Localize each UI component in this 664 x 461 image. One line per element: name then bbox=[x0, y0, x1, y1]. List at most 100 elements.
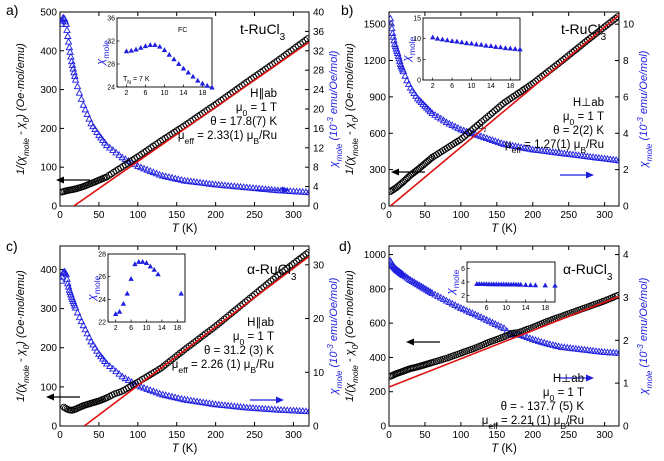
inset-x-tick-label: 6 bbox=[129, 325, 133, 332]
chi-marker bbox=[85, 114, 93, 122]
inv-marker bbox=[181, 346, 188, 354]
inv-marker bbox=[265, 279, 272, 287]
inset-y-tick-label: 15 bbox=[413, 16, 421, 23]
inset-label: FC bbox=[178, 27, 187, 34]
inset-marker bbox=[128, 276, 134, 281]
chi-marker bbox=[428, 109, 436, 116]
y-left-tick-label: 900 bbox=[369, 92, 386, 103]
chi-marker bbox=[65, 43, 74, 51]
inv-marker bbox=[174, 351, 181, 359]
chi-marker bbox=[424, 286, 433, 294]
inset-marker bbox=[454, 38, 460, 44]
plot-frame bbox=[388, 11, 620, 207]
chi-marker bbox=[83, 110, 92, 118]
chi-marker bbox=[615, 349, 619, 356]
y-left-tick-label: 400 bbox=[40, 265, 57, 276]
chi-marker bbox=[102, 141, 111, 149]
chi-marker bbox=[137, 382, 145, 390]
chi-marker bbox=[390, 40, 399, 47]
chi-marker bbox=[140, 383, 148, 391]
right-axis-arrow bbox=[560, 171, 594, 179]
arrow-head bbox=[586, 171, 594, 179]
chi-marker bbox=[465, 307, 474, 315]
inv-marker bbox=[607, 18, 615, 26]
left-axis-arrow bbox=[56, 176, 90, 184]
chi-marker bbox=[155, 170, 164, 178]
panel-title: α-RuCl3 bbox=[563, 261, 613, 283]
y-right-tick-label: 12 bbox=[313, 143, 325, 154]
arrow-head bbox=[46, 393, 54, 401]
chi-marker bbox=[134, 162, 142, 169]
inset-y-label: χmole bbox=[86, 275, 102, 301]
inv-marker bbox=[169, 355, 177, 363]
x-tick-label: 300 bbox=[596, 210, 613, 221]
inv-marker bbox=[510, 329, 518, 337]
chi-marker bbox=[413, 280, 422, 288]
y-right-axis-label: χmole (10-3 emu/Oe/mol) bbox=[326, 50, 344, 168]
inset-y-label: χmole bbox=[401, 36, 417, 62]
inv-marker bbox=[482, 114, 490, 122]
annotation-line: μeff = 2.33(1) μB/Ru bbox=[178, 130, 277, 146]
right-axis-arrow bbox=[250, 396, 284, 404]
inset-x-tick-label: 14 bbox=[522, 305, 530, 312]
inset-x-tick-label: 10 bbox=[143, 325, 151, 332]
y-left-tick-label: 100 bbox=[40, 382, 57, 393]
right-axis-arrow bbox=[256, 186, 290, 194]
y-left-tick-label: 300 bbox=[40, 304, 57, 315]
inset-x-tick-label: 2 bbox=[431, 83, 435, 90]
panel-label: a) bbox=[6, 2, 18, 18]
chi-marker bbox=[426, 287, 435, 295]
inv-marker bbox=[302, 250, 309, 258]
inv-marker bbox=[167, 357, 174, 365]
y-right-tick-label: 2 bbox=[623, 165, 629, 176]
inset-x-tick-label: 18 bbox=[541, 305, 549, 312]
inset-y-tick-label: 2 bbox=[461, 293, 465, 300]
chi-marker bbox=[439, 295, 448, 303]
y-right-tick-label: 8 bbox=[313, 163, 319, 174]
chi-marker bbox=[404, 80, 413, 87]
inv-marker bbox=[599, 25, 606, 32]
y-left-tick-label: 200 bbox=[40, 124, 57, 135]
y-right-tick-label: 10 bbox=[313, 368, 325, 379]
inset-marker bbox=[143, 260, 150, 265]
inv-marker bbox=[478, 118, 486, 126]
inv-marker bbox=[476, 120, 484, 128]
chi-marker bbox=[149, 387, 158, 395]
inv-marker bbox=[192, 337, 200, 345]
inv-marker bbox=[190, 339, 198, 347]
inv-marker bbox=[269, 275, 277, 283]
chi-marker bbox=[434, 292, 442, 299]
y-left-axis-label: 1/(χmole - χ0) (Oe·mol/emu) bbox=[15, 270, 31, 402]
chi-marker bbox=[67, 290, 75, 298]
chi-marker bbox=[457, 304, 465, 311]
inv-marker bbox=[274, 271, 282, 279]
chi-marker bbox=[73, 308, 82, 316]
inv-marker bbox=[473, 121, 481, 129]
inset-y-tick-label: 32 bbox=[107, 39, 115, 46]
inset-marker bbox=[136, 259, 142, 264]
chi-marker bbox=[79, 321, 88, 329]
chi-marker bbox=[480, 314, 488, 322]
inset-marker bbox=[190, 73, 196, 79]
curie-weiss-fit-line bbox=[73, 41, 309, 206]
y-right-tick-label: 0 bbox=[313, 422, 319, 433]
inv-marker bbox=[480, 116, 488, 124]
inv-marker bbox=[469, 125, 477, 133]
inv-marker bbox=[162, 360, 170, 368]
inset-marker bbox=[120, 300, 127, 306]
x-tick-label: 50 bbox=[93, 210, 105, 221]
annotation-line: μeff = 2.26 (1) μB/Ru bbox=[172, 359, 274, 375]
chi-marker bbox=[389, 14, 395, 22]
chi-marker bbox=[60, 276, 66, 284]
annotation-line: θ = 31.2 (3) K bbox=[204, 345, 274, 357]
x-axis-label: T (K) bbox=[491, 443, 517, 455]
inset-marker bbox=[195, 77, 201, 83]
inv-marker bbox=[512, 329, 520, 337]
x-tick-label: 200 bbox=[524, 210, 541, 221]
y-right-tick-label: 3 bbox=[623, 293, 629, 304]
chi-marker bbox=[500, 324, 508, 331]
chi-marker bbox=[73, 82, 82, 90]
x-tick-label: 150 bbox=[488, 430, 505, 441]
inv-marker bbox=[491, 107, 499, 115]
